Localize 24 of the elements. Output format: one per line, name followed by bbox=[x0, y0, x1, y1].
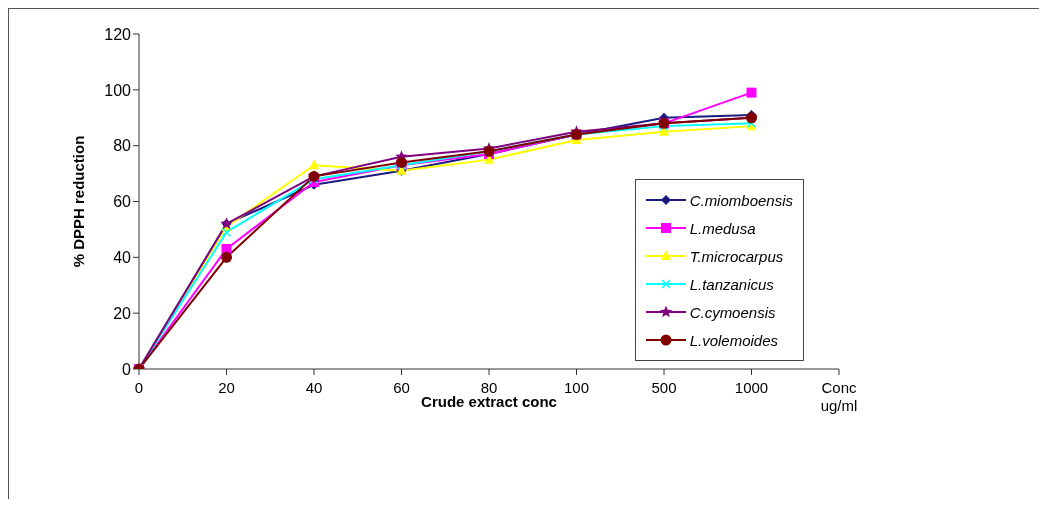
y-tick-label: 80 bbox=[113, 137, 132, 155]
y-tick-label: 0 bbox=[122, 360, 132, 378]
y-tick-label: 100 bbox=[104, 81, 132, 99]
legend-label: T.microcarpus bbox=[689, 247, 784, 265]
x-tick-label: 60 bbox=[393, 379, 410, 396]
legend-label: C.miomboensis bbox=[689, 191, 793, 209]
legend-label: L.tanzanicus bbox=[689, 275, 774, 293]
legend-label: C.cymoensis bbox=[689, 303, 776, 321]
x-tick-label: 1000 bbox=[734, 379, 769, 396]
x-tick-label: 40 bbox=[305, 379, 323, 396]
x-tick-label: 0 bbox=[134, 379, 144, 396]
x-tick-label: 100 bbox=[563, 379, 590, 396]
y-tick-label: 60 bbox=[113, 193, 132, 211]
y-tick-label: 120 bbox=[104, 25, 132, 43]
x-tick-label: Conc ug/ml bbox=[820, 379, 858, 414]
x-tick-label: 20 bbox=[218, 379, 235, 396]
x-tick-label: 80 bbox=[480, 379, 498, 396]
y-axis-title: % DPPH reduction bbox=[70, 135, 88, 268]
legend-label: L.volemoides bbox=[689, 331, 779, 349]
x-tick-label: 500 bbox=[651, 379, 677, 396]
x-axis-title: Crude extract conc bbox=[421, 393, 557, 410]
y-tick-label: 40 bbox=[113, 249, 132, 267]
y-tick-label: 20 bbox=[113, 304, 132, 322]
legend-label: L.medusa bbox=[689, 219, 756, 237]
